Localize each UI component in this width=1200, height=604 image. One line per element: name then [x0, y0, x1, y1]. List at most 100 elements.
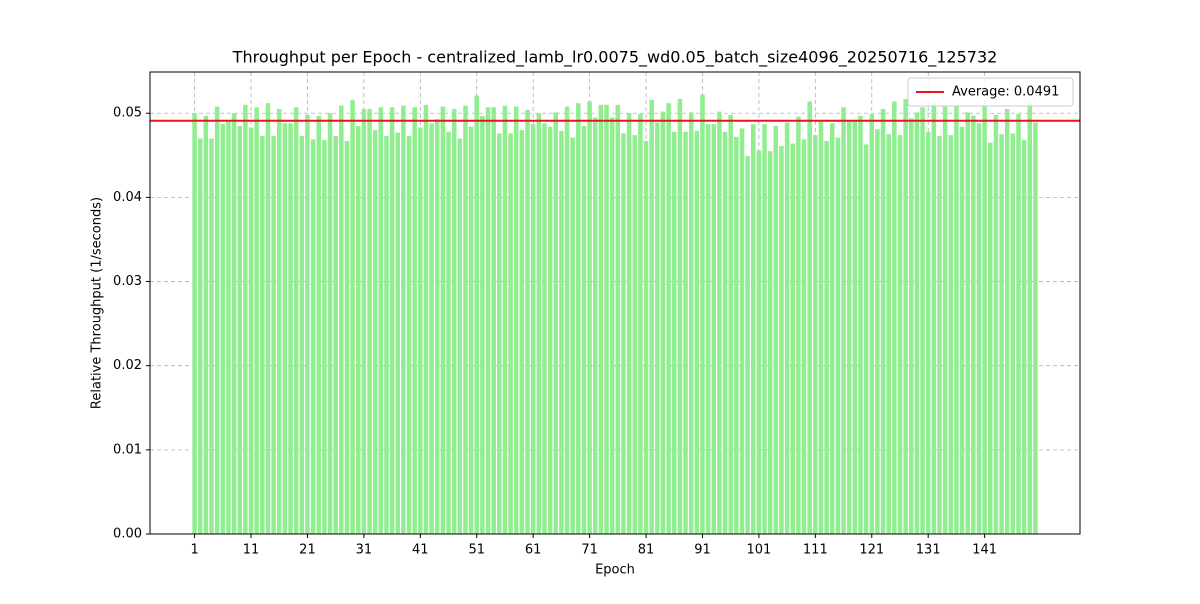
bar: [536, 113, 542, 534]
bar: [248, 127, 254, 534]
bar: [942, 106, 948, 534]
bar: [468, 126, 474, 534]
bar: [835, 137, 841, 534]
bar: [553, 112, 559, 535]
bar: [474, 95, 479, 535]
x-tick-label: 111: [803, 543, 828, 558]
bar: [434, 119, 440, 535]
bar: [401, 105, 406, 535]
bar: [626, 113, 632, 534]
bar: [564, 106, 570, 534]
bar: [530, 124, 536, 534]
x-axis-label: Epoch: [595, 563, 635, 578]
bar: [688, 112, 694, 535]
bar: [513, 106, 519, 534]
bar: [333, 135, 338, 534]
bar: [700, 94, 705, 534]
bar: [451, 109, 457, 535]
bar: [790, 143, 796, 534]
bar: [643, 141, 649, 534]
bar: [237, 125, 242, 535]
bar: [807, 101, 812, 534]
bar: [429, 123, 434, 534]
bar: [372, 130, 378, 535]
bar: [446, 131, 451, 534]
x-tick-label: 61: [525, 543, 542, 558]
bar: [909, 118, 914, 535]
legend-label: Average: 0.0491: [952, 85, 1059, 100]
bar: [739, 128, 745, 534]
bar: [604, 104, 609, 534]
bar: [1010, 133, 1016, 534]
bar: [344, 141, 350, 534]
bar: [322, 140, 327, 534]
bar: [570, 137, 575, 534]
y-tick-label: 0.00: [113, 527, 142, 542]
bar: [220, 124, 226, 534]
bar: [971, 115, 976, 535]
bar: [316, 115, 321, 535]
bar: [762, 124, 767, 534]
bar: [276, 109, 282, 535]
bar: [937, 135, 942, 534]
bar: [491, 107, 496, 534]
bar: [547, 126, 553, 534]
bar: [339, 105, 344, 535]
bar: [920, 107, 925, 534]
bar: [846, 121, 852, 535]
bar: [243, 104, 248, 534]
x-tick-label: 131: [916, 543, 941, 558]
bar: [784, 122, 790, 534]
bar: [282, 123, 288, 534]
x-tick-label: 141: [972, 543, 997, 558]
bar: [1021, 140, 1027, 534]
bar: [999, 134, 1004, 534]
bar: [694, 130, 700, 534]
bar: [508, 133, 513, 534]
bar: [948, 135, 954, 535]
bar: [858, 115, 863, 535]
bar: [378, 107, 384, 534]
bar: [226, 121, 231, 535]
bar: [412, 107, 417, 534]
y-tick-label: 0.03: [113, 274, 142, 289]
bar: [293, 107, 299, 534]
bar: [773, 125, 779, 535]
plot-frame: [149, 71, 1081, 535]
bar: [389, 107, 395, 534]
x-tick-label: 11: [243, 543, 260, 558]
bar: [875, 129, 880, 534]
bar: [271, 135, 276, 534]
bar: [615, 104, 621, 534]
bar: [305, 114, 310, 534]
bar: [621, 133, 626, 534]
bar: [914, 112, 920, 535]
bar: [711, 124, 717, 534]
bar: [214, 106, 220, 534]
bar: [299, 135, 305, 534]
bar: [502, 105, 508, 535]
bar: [367, 109, 372, 535]
bar: [440, 106, 446, 534]
bar: [925, 131, 931, 534]
bar: [830, 123, 835, 534]
bar: [350, 99, 355, 534]
bar: [660, 111, 666, 534]
bar: [903, 98, 908, 535]
bar: [497, 133, 502, 534]
bar: [1027, 103, 1033, 535]
bar: [818, 121, 824, 535]
chart-title: Throughput per Epoch - centralized_lamb_…: [232, 48, 998, 68]
bar: [959, 126, 965, 534]
bar: [1004, 109, 1010, 535]
bar: [265, 103, 271, 535]
bar: [480, 115, 485, 535]
bar: [705, 124, 711, 534]
bar: [632, 135, 638, 535]
x-tick-label: 91: [694, 543, 711, 558]
bar: [463, 105, 468, 535]
x-tick-label: 71: [581, 543, 598, 558]
bar: [542, 123, 547, 534]
bar: [751, 124, 756, 534]
bar: [649, 99, 654, 534]
